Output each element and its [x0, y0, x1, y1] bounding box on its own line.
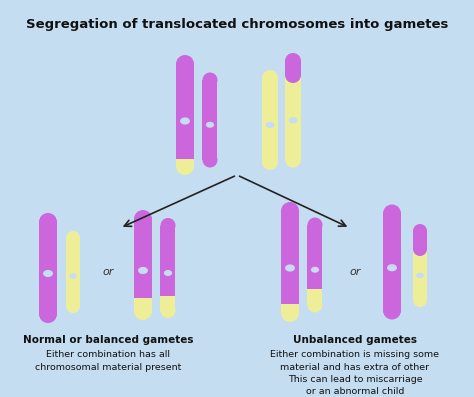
- Ellipse shape: [413, 237, 427, 251]
- Ellipse shape: [413, 224, 427, 238]
- Bar: [161, 296, 175, 310]
- Text: or: or: [102, 267, 114, 277]
- Ellipse shape: [134, 210, 152, 228]
- Ellipse shape: [176, 55, 194, 73]
- Text: Either combination has all
chromosomal material present: Either combination has all chromosomal m…: [35, 350, 181, 372]
- Bar: [281, 302, 299, 305]
- Bar: [176, 64, 194, 160]
- Ellipse shape: [265, 122, 274, 128]
- Bar: [281, 211, 299, 304]
- Ellipse shape: [180, 118, 190, 125]
- Text: Segregation of translocated chromosomes into gametes: Segregation of translocated chromosomes …: [26, 18, 448, 31]
- Bar: [134, 298, 152, 311]
- Ellipse shape: [161, 303, 175, 318]
- Ellipse shape: [69, 273, 77, 279]
- Bar: [176, 157, 194, 160]
- Bar: [285, 61, 301, 75]
- Bar: [308, 289, 322, 305]
- Ellipse shape: [164, 270, 172, 276]
- Ellipse shape: [387, 264, 397, 272]
- Text: Either combination is missing some
material and has extra of other
This can lead: Either combination is missing some mater…: [271, 350, 439, 397]
- Ellipse shape: [285, 67, 301, 83]
- Bar: [383, 214, 401, 310]
- Ellipse shape: [285, 62, 301, 79]
- Bar: [202, 80, 218, 160]
- Bar: [308, 289, 322, 292]
- Text: or: or: [349, 267, 361, 277]
- Ellipse shape: [311, 267, 319, 273]
- Ellipse shape: [308, 297, 322, 312]
- Ellipse shape: [138, 267, 148, 274]
- Bar: [176, 160, 194, 162]
- Ellipse shape: [66, 299, 80, 313]
- Ellipse shape: [262, 154, 278, 170]
- Bar: [134, 219, 152, 298]
- Ellipse shape: [285, 264, 295, 272]
- Bar: [134, 298, 152, 301]
- Ellipse shape: [308, 218, 322, 233]
- Ellipse shape: [202, 73, 218, 87]
- Ellipse shape: [383, 301, 401, 320]
- Bar: [176, 160, 194, 166]
- Ellipse shape: [161, 218, 175, 233]
- Ellipse shape: [281, 202, 299, 220]
- Ellipse shape: [285, 152, 301, 168]
- Ellipse shape: [285, 53, 301, 69]
- Bar: [161, 294, 175, 297]
- Text: Normal or balanced gametes: Normal or balanced gametes: [23, 335, 193, 345]
- Bar: [285, 71, 301, 160]
- Bar: [161, 225, 175, 296]
- Bar: [308, 225, 322, 289]
- Ellipse shape: [43, 270, 53, 277]
- Bar: [308, 287, 322, 290]
- Bar: [39, 222, 57, 314]
- Ellipse shape: [176, 157, 194, 175]
- Ellipse shape: [134, 302, 152, 320]
- Ellipse shape: [206, 122, 214, 128]
- Bar: [262, 78, 278, 162]
- Ellipse shape: [416, 273, 424, 278]
- Bar: [66, 238, 80, 306]
- Bar: [281, 304, 299, 307]
- Bar: [413, 231, 427, 249]
- Ellipse shape: [202, 152, 218, 168]
- Ellipse shape: [413, 242, 427, 256]
- Ellipse shape: [39, 213, 57, 231]
- Bar: [413, 244, 427, 300]
- Ellipse shape: [383, 204, 401, 222]
- Ellipse shape: [281, 304, 299, 322]
- Ellipse shape: [39, 305, 57, 323]
- Text: Unbalanced gametes: Unbalanced gametes: [293, 335, 417, 345]
- Bar: [161, 296, 175, 299]
- Bar: [281, 304, 299, 313]
- Bar: [134, 296, 152, 299]
- Ellipse shape: [289, 117, 297, 123]
- Ellipse shape: [262, 70, 278, 86]
- Ellipse shape: [413, 293, 427, 307]
- Ellipse shape: [66, 231, 80, 245]
